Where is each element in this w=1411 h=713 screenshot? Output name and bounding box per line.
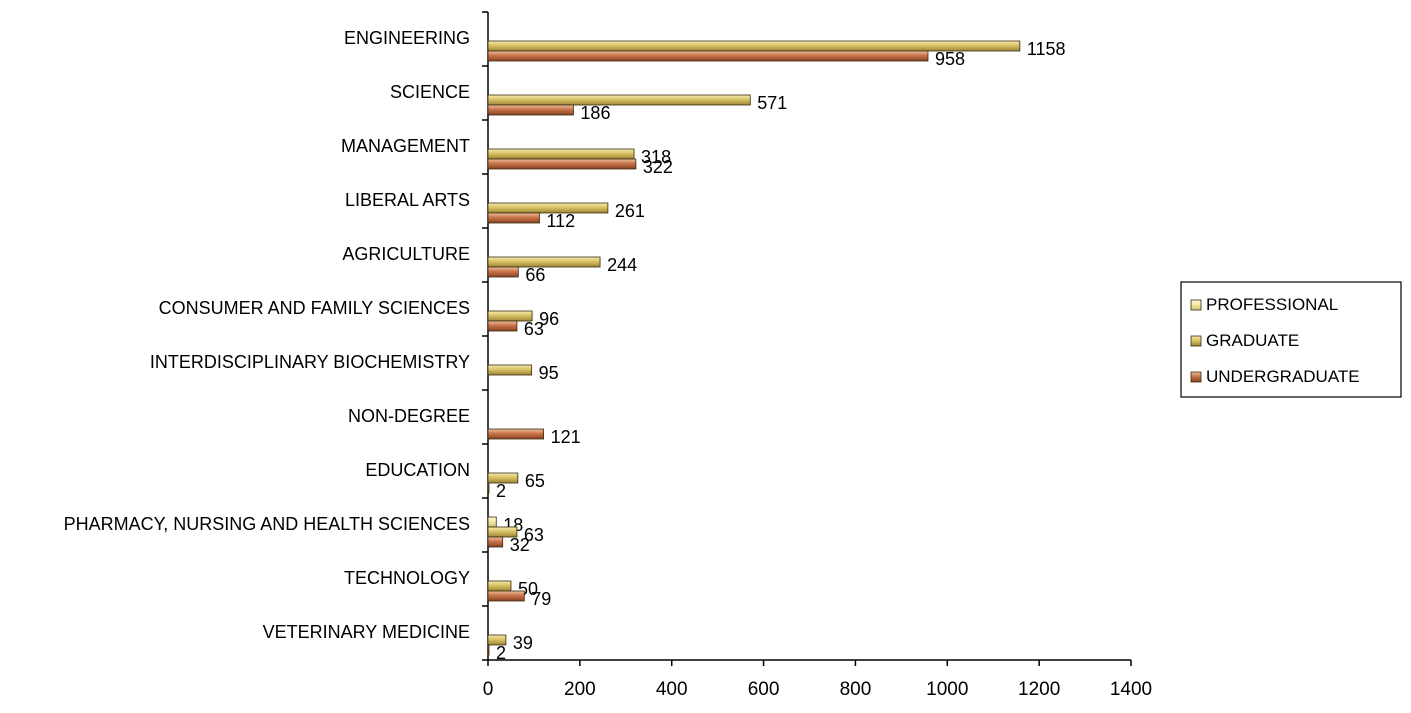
legend-label-undergraduate: UNDERGRADUATE	[1206, 367, 1360, 386]
value-label-graduate: 318	[641, 147, 671, 167]
x-tick-label: 1000	[926, 679, 968, 700]
value-label-undergraduate: 112	[546, 211, 575, 231]
bar-undergraduate	[487, 320, 518, 332]
value-label-graduate: 39	[513, 633, 533, 653]
bar-undergraduate	[487, 266, 519, 278]
category-label: SCIENCE	[390, 82, 470, 102]
category-label: LIBERAL ARTS	[345, 190, 470, 210]
legend-label-professional: PROFESSIONAL	[1206, 295, 1338, 314]
legend-swatch-graduate	[1190, 335, 1202, 347]
bar-graduate	[487, 94, 751, 106]
bar-undergraduate	[487, 590, 525, 602]
category-label: MANAGEMENT	[341, 136, 470, 156]
value-label-undergraduate: 2	[496, 643, 506, 663]
bar-graduate	[487, 364, 533, 376]
value-label-graduate: 1158	[1027, 39, 1066, 59]
category-label: INTERDISCIPLINARY BIOCHEMISTRY	[150, 352, 470, 372]
x-tick-label: 200	[564, 679, 596, 700]
bar-undergraduate	[487, 536, 504, 548]
bar-professional	[487, 516, 497, 528]
bar-graduate	[487, 202, 609, 214]
value-label-undergraduate: 32	[510, 535, 530, 555]
value-label-undergraduate: 121	[551, 427, 581, 447]
bar-graduate	[487, 472, 519, 484]
category-label: TECHNOLOGY	[344, 568, 470, 588]
x-tick-label: 800	[840, 679, 872, 700]
bar-undergraduate	[487, 482, 490, 494]
bar-graduate	[487, 148, 635, 160]
x-tick-label: 1200	[1018, 679, 1060, 700]
value-label-graduate: 571	[757, 93, 787, 113]
category-label: EDUCATION	[365, 460, 470, 480]
bar-undergraduate	[487, 428, 544, 440]
value-label-undergraduate: 66	[525, 265, 545, 285]
value-label-graduate: 96	[539, 309, 559, 329]
value-label-undergraduate: 322	[643, 157, 673, 177]
legend-swatch-undergraduate	[1190, 371, 1202, 383]
value-label-undergraduate: 79	[531, 589, 551, 609]
bar-undergraduate	[487, 104, 574, 116]
x-tick-label: 1400	[1110, 679, 1152, 700]
legend-box	[1180, 281, 1402, 398]
value-label-graduate: 95	[539, 363, 559, 383]
category-label: ENGINEERING	[344, 28, 470, 48]
category-label: CONSUMER AND FAMILY SCIENCES	[159, 298, 470, 318]
value-label-graduate: 63	[524, 525, 544, 545]
value-label-graduate: 261	[615, 201, 645, 221]
bar-graduate	[487, 634, 507, 646]
bar-graduate	[487, 580, 512, 592]
legend: PROFESSIONAL GRADUATE UNDERGRADUATE	[1180, 281, 1402, 398]
value-label-undergraduate: 186	[580, 103, 610, 123]
category-label: PHARMACY, NURSING AND HEALTH SCIENCES	[64, 514, 470, 534]
value-label-undergraduate: 2	[496, 481, 506, 501]
value-label-graduate: 65	[525, 471, 545, 491]
value-label-graduate: 244	[607, 255, 637, 275]
category-label: NON-DEGREE	[348, 406, 470, 426]
value-label-undergraduate: 958	[935, 49, 965, 69]
bar-undergraduate	[487, 50, 929, 62]
x-tick-label: 0	[483, 679, 494, 700]
category-label: VETERINARY MEDICINE	[263, 622, 470, 642]
bar-undergraduate	[487, 644, 490, 656]
plot-area: 0 200 400 600 800 1000 1200 1400 ENGINEERING 1158…	[64, 11, 1152, 700]
bar-graduate	[487, 256, 601, 268]
legend-swatch-professional	[1190, 299, 1202, 311]
bar-undergraduate	[487, 158, 637, 170]
category-label: AGRICULTURE	[342, 244, 470, 264]
bar-undergraduate	[487, 212, 540, 224]
legend-label-graduate: GRADUATE	[1206, 331, 1299, 350]
value-label-undergraduate: 63	[524, 319, 544, 339]
x-tick-label: 400	[656, 679, 688, 700]
x-tick-label: 600	[748, 679, 780, 700]
